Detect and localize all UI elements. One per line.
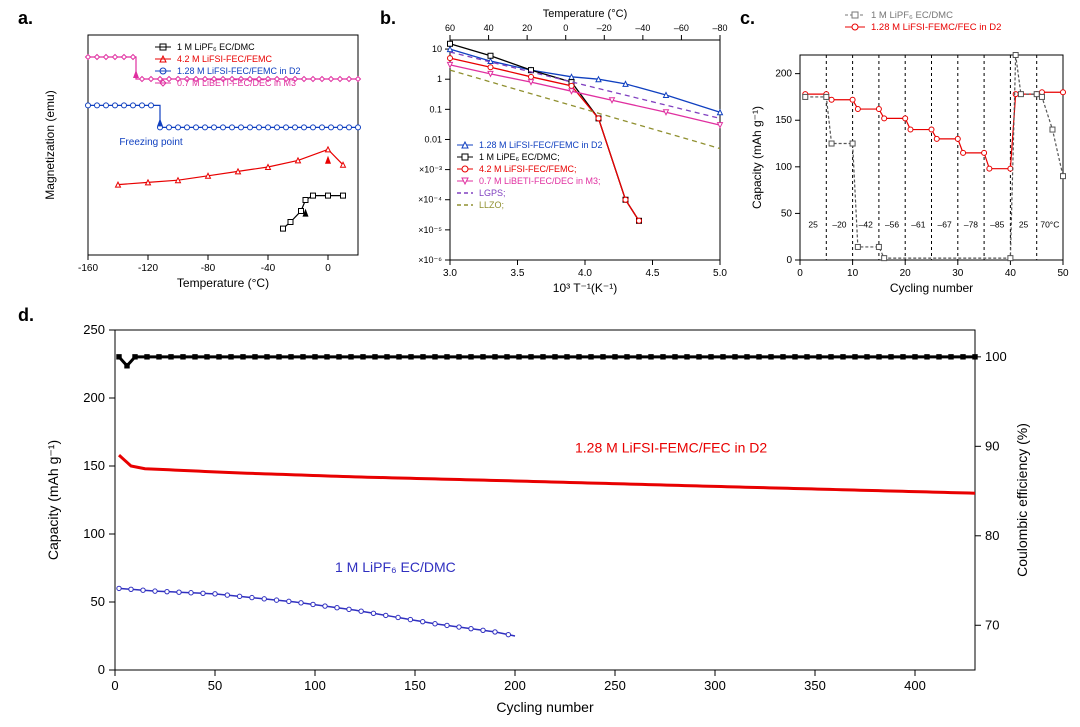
svg-text:150: 150 xyxy=(83,458,105,473)
svg-text:–42: –42 xyxy=(859,219,873,229)
svg-text:3.5: 3.5 xyxy=(511,268,525,279)
svg-text:50: 50 xyxy=(91,594,105,609)
panel-label-b: b. xyxy=(380,8,396,29)
svg-text:1.28 M LiFSI-FEC/FEMC in D2: 1.28 M LiFSI-FEC/FEMC in D2 xyxy=(177,66,301,76)
svg-text:0.01: 0.01 xyxy=(424,134,442,144)
svg-text:30: 30 xyxy=(952,268,964,279)
svg-text:0: 0 xyxy=(98,662,105,677)
svg-text:25: 25 xyxy=(808,219,818,229)
svg-text:1.28 M LiFSI-FEC/FEMC in D2: 1.28 M LiFSI-FEC/FEMC in D2 xyxy=(479,140,603,150)
svg-text:400: 400 xyxy=(904,678,926,693)
svg-text:×10⁻⁶: ×10⁻⁶ xyxy=(418,255,442,265)
svg-text:Capacity (mAh g⁻¹): Capacity (mAh g⁻¹) xyxy=(45,440,61,560)
svg-text:10: 10 xyxy=(847,268,859,279)
chart-b: 3.0 3.5 4.0 4.5 5.0 10 1 0.1 0.01 ×10⁻³ ×10⁻⁴ ×10⁻⁵… xyxy=(395,5,735,295)
svg-text:200: 200 xyxy=(83,390,105,405)
svg-text:0: 0 xyxy=(797,268,803,279)
svg-text:–85: –85 xyxy=(990,219,1004,229)
svg-text:10³ T⁻¹(K⁻¹): 10³ T⁻¹(K⁻¹) xyxy=(553,281,617,295)
svg-text:-80: -80 xyxy=(201,263,216,274)
svg-text:0: 0 xyxy=(563,23,568,33)
svg-text:25: 25 xyxy=(1019,219,1029,229)
svg-text:–67: –67 xyxy=(938,219,952,229)
svg-text:100: 100 xyxy=(304,678,326,693)
chart-c: 0 10 20 30 40 50 0 50 100 150 200 Cycling number Cap… xyxy=(745,5,1075,295)
svg-text:0.7 M LiBETI-FEC/DEC in M3;: 0.7 M LiBETI-FEC/DEC in M3; xyxy=(479,176,601,186)
svg-text:200: 200 xyxy=(775,69,792,80)
svg-text:0: 0 xyxy=(786,255,792,266)
svg-text:50: 50 xyxy=(208,678,222,693)
svg-text:–61: –61 xyxy=(911,219,925,229)
svg-text:350: 350 xyxy=(804,678,826,693)
svg-text:100: 100 xyxy=(985,349,1007,364)
svg-text:70°C: 70°C xyxy=(1040,219,1059,229)
svg-text:200: 200 xyxy=(504,678,526,693)
svg-text:Coulombic efficiency (%): Coulombic efficiency (%) xyxy=(1014,423,1030,577)
svg-text:150: 150 xyxy=(404,678,426,693)
svg-text:0: 0 xyxy=(111,678,118,693)
svg-text:Magnetization (emu): Magnetization (emu) xyxy=(43,90,57,199)
svg-text:Capacity (mAh g⁻¹): Capacity (mAh g⁻¹) xyxy=(750,106,764,209)
svg-text:1.28 M LiFSI-FEMC/FEC in D2: 1.28 M LiFSI-FEMC/FEC in D2 xyxy=(575,439,767,455)
svg-text:–80: –80 xyxy=(712,23,727,33)
svg-text:10: 10 xyxy=(432,44,442,54)
svg-text:×10⁻⁵: ×10⁻⁵ xyxy=(418,225,442,235)
svg-text:1 M LiPF₆ EC/DMC: 1 M LiPF₆ EC/DMC xyxy=(871,10,953,21)
svg-text:4.2 M LiFSI-FEC/FEMC: 4.2 M LiFSI-FEC/FEMC xyxy=(177,54,273,64)
svg-text:×10⁻⁴: ×10⁻⁴ xyxy=(418,195,442,205)
svg-text:50: 50 xyxy=(1057,268,1069,279)
chart-a: -160 -120 -80 -40 0 Temperature (°C) Magnetiza… xyxy=(40,15,370,295)
svg-text:70: 70 xyxy=(985,617,999,632)
svg-text:80: 80 xyxy=(985,528,999,543)
svg-text:0.1: 0.1 xyxy=(429,104,442,114)
svg-text:×10⁻³: ×10⁻³ xyxy=(419,165,442,175)
svg-text:Temperature (°C): Temperature (°C) xyxy=(177,276,269,290)
svg-text:50: 50 xyxy=(781,208,793,219)
svg-text:150: 150 xyxy=(775,115,792,126)
svg-text:4.2 M LiFSI-FEC/FEMC;: 4.2 M LiFSI-FEC/FEMC; xyxy=(479,164,577,174)
svg-text:1 M LiPE₆ EC/DMC;: 1 M LiPE₆ EC/DMC; xyxy=(479,152,560,162)
svg-text:100: 100 xyxy=(775,162,792,173)
svg-text:-40: -40 xyxy=(261,263,276,274)
svg-text:4.5: 4.5 xyxy=(646,268,660,279)
svg-text:250: 250 xyxy=(604,678,626,693)
svg-text:–60: –60 xyxy=(674,23,689,33)
svg-text:LLZO;: LLZO; xyxy=(479,200,504,210)
svg-text:1: 1 xyxy=(437,74,442,84)
chart-d: 0 50 100 150 200 250 300 350 400 0 50 100 150 200 250 7… xyxy=(30,310,1060,725)
svg-text:250: 250 xyxy=(83,322,105,337)
svg-text:100: 100 xyxy=(83,526,105,541)
svg-text:90: 90 xyxy=(985,438,999,453)
svg-text:–20: –20 xyxy=(832,219,846,229)
svg-text:3.0: 3.0 xyxy=(443,268,457,279)
svg-text:20: 20 xyxy=(522,23,532,33)
svg-text:LGPS;: LGPS; xyxy=(479,188,506,198)
svg-text:-120: -120 xyxy=(138,263,158,274)
svg-text:5.0: 5.0 xyxy=(713,268,727,279)
svg-text:Temperature (°C): Temperature (°C) xyxy=(543,8,627,20)
svg-text:300: 300 xyxy=(704,678,726,693)
panel-label-a: a. xyxy=(18,8,33,29)
svg-text:Cycling number: Cycling number xyxy=(496,699,594,715)
svg-text:0: 0 xyxy=(325,263,331,274)
svg-text:4.0: 4.0 xyxy=(578,268,592,279)
svg-text:–78: –78 xyxy=(964,219,978,229)
svg-text:Cycling number: Cycling number xyxy=(890,281,973,295)
svg-text:1 M LiPF₆ EC/DMC: 1 M LiPF₆ EC/DMC xyxy=(177,42,255,52)
svg-text:1 M LiPF₆ EC/DMC: 1 M LiPF₆ EC/DMC xyxy=(335,559,456,575)
svg-text:-160: -160 xyxy=(78,263,98,274)
svg-text:40: 40 xyxy=(1005,268,1017,279)
svg-text:60: 60 xyxy=(445,23,455,33)
svg-text:0.7 M LiBETI-FEC/DEC in M3: 0.7 M LiBETI-FEC/DEC in M3 xyxy=(177,78,296,88)
svg-text:1.28 M LiFSI-FEMC/FEC in D2: 1.28 M LiFSI-FEMC/FEC in D2 xyxy=(871,22,1001,33)
svg-text:Freezing point: Freezing point xyxy=(119,137,183,148)
svg-text:20: 20 xyxy=(900,268,912,279)
svg-text:40: 40 xyxy=(484,23,494,33)
svg-text:–20: –20 xyxy=(597,23,612,33)
svg-text:–56: –56 xyxy=(885,219,899,229)
svg-text:–40: –40 xyxy=(635,23,650,33)
